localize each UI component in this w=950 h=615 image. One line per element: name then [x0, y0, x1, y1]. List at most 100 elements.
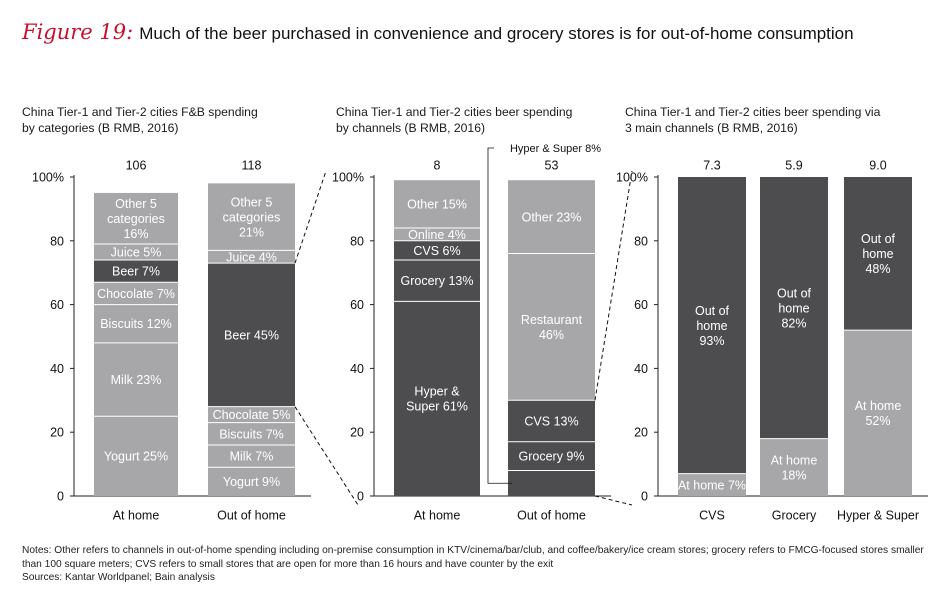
segment-label-3-3-1: At home 52% [855, 399, 902, 428]
bar-segment-1-2-5 [208, 263, 295, 407]
segment-label-2-2-5: Other 23% [522, 210, 582, 224]
category-label-2-2: Out of home [517, 509, 586, 523]
segment-label-3-2-2: Out of home 82% [777, 286, 812, 330]
y-tick-label-3-4: 80 [634, 234, 648, 248]
figure-title: Figure 19: Much of the beer purchased in … [22, 20, 854, 44]
bar-segment-2-1-3 [394, 240, 480, 260]
bar-segment-3-1-2 [678, 177, 746, 474]
bar-total-3-1: 7.3 [703, 159, 720, 173]
bar-segment-1-2-1 [208, 467, 295, 496]
category-label-3-3: Hyper & Super [837, 509, 919, 523]
bar-segment-2-2-5 [508, 180, 595, 254]
bar-segment-2-2-1 [508, 470, 595, 496]
y-tick-label-2-5: 100% [332, 171, 364, 185]
bar-segment-3-2-2 [760, 177, 828, 439]
bar-segment-2-1-2 [394, 259, 480, 302]
category-label-3-2: Grocery [772, 509, 817, 523]
y-tick-label-2-4: 80 [350, 234, 364, 248]
segment-label-2-1-1: Hyper & Super 61% [406, 385, 468, 414]
connector-beer-bottom [294, 406, 359, 506]
callout-label-2-2: Hyper & Super 8% [510, 143, 601, 155]
category-label-3-1: CVS [699, 509, 725, 523]
y-tick-label-2-1: 20 [350, 426, 364, 440]
segment-label-3-1-2: Out of home 93% [695, 304, 730, 348]
segment-label-2-2-2: Grocery 9% [519, 450, 585, 464]
y-tick-label-1-4: 80 [50, 234, 64, 248]
y-tick-label-1-1: 20 [50, 426, 64, 440]
panel-1-title: China Tier-1 and Tier-2 cities F&B spend… [22, 105, 258, 135]
connector-channels-bottom [594, 495, 633, 506]
bar-segment-1-1-6 [94, 243, 178, 260]
bar-total-1-2: 118 [242, 159, 262, 173]
segment-label-2-2-3: CVS 13% [524, 415, 578, 429]
y-tick-label-1-5: 100% [32, 171, 64, 185]
category-label-1-1: At home [113, 509, 160, 523]
segment-label-1-1-7: Other 5 categories 16% [107, 197, 165, 241]
segment-label-1-2-5: Beer 45% [224, 328, 279, 342]
segment-label-2-1-4: Online 4% [408, 228, 466, 242]
panel-3-title: China Tier-1 and Tier-2 cities beer spen… [625, 105, 881, 135]
y-tick-label-1-0: 0 [57, 490, 64, 504]
segment-label-1-1-1: Yogurt 25% [104, 450, 168, 464]
bar-segment-2-1-4 [394, 228, 480, 241]
y-tick-label-1-2: 40 [50, 362, 64, 376]
connector-channels-top [594, 170, 633, 401]
bar-segment-2-2-4 [508, 253, 595, 401]
panel-2-title: China Tier-1 and Tier-2 cities beer spen… [336, 105, 573, 135]
segment-label-1-1-6: Juice 5% [111, 245, 162, 259]
bar-segment-1-2-7 [208, 183, 295, 251]
y-tick-label-3-5: 100% [616, 171, 648, 185]
bar-segment-2-1-5 [394, 180, 480, 229]
y-tick-label-3-2: 40 [634, 362, 648, 376]
bar-segment-1-1-1 [94, 416, 178, 496]
segment-label-1-1-5: Beer 7% [112, 265, 160, 279]
bar-total-1-1: 106 [126, 159, 147, 173]
bar-segment-3-1-1 [678, 473, 746, 496]
bar-segment-3-3-2 [844, 177, 912, 331]
sources-text: Sources: Kantar Worldpanel; Bain analysi… [22, 572, 215, 584]
y-tick-label-2-2: 40 [350, 362, 364, 376]
segment-label-2-1-3: CVS 6% [413, 244, 460, 258]
y-tick-label-3-0: 0 [641, 490, 648, 504]
segment-label-3-2-1: At home 18% [771, 453, 818, 482]
bar-segment-1-1-2 [94, 342, 178, 417]
bar-total-3-3: 9.0 [869, 159, 886, 173]
segment-label-1-2-7: Other 5 categories 21% [223, 195, 281, 239]
bar-total-2-2: 53 [545, 159, 559, 173]
notes-text: Notes: Other refers to channels in out-o… [22, 545, 924, 570]
bar-segment-1-2-2 [208, 444, 295, 468]
bar-total-3-2: 5.9 [785, 159, 802, 173]
bar-segment-2-2-2 [508, 441, 595, 471]
segment-label-2-1-2: Grocery 13% [401, 274, 474, 288]
bar-segment-3-2-1 [760, 438, 828, 496]
bar-total-2-1: 8 [434, 159, 441, 173]
figure-label: Figure 19: [22, 20, 134, 44]
segment-label-1-2-4: Chocolate 5% [213, 408, 291, 422]
category-label-2-1: At home [414, 509, 461, 523]
bar-segment-1-2-6 [208, 250, 295, 264]
bar-segment-1-1-3 [94, 304, 178, 343]
bar-segment-3-3-1 [844, 330, 912, 496]
segment-label-3-3-2: Out of home 48% [861, 232, 896, 276]
segment-label-2-2-4: Restaurant 46% [521, 313, 583, 342]
segment-label-1-2-2: Milk 7% [230, 450, 274, 464]
bar-segment-1-1-5 [94, 259, 178, 283]
connector-beer-top [294, 170, 327, 264]
bar-segment-1-1-7 [94, 192, 178, 244]
y-tick-label-1-3: 60 [50, 298, 64, 312]
bar-segment-1-2-3 [208, 422, 295, 445]
segment-label-1-2-3: Biscuits 7% [219, 427, 284, 441]
segment-label-1-2-1: Yogurt 9% [223, 475, 280, 489]
segment-label-1-1-3: Biscuits 12% [100, 317, 172, 331]
figure-headline: Much of the beer purchased in convenienc… [139, 24, 854, 43]
y-tick-label-2-3: 60 [350, 298, 364, 312]
y-tick-label-2-0: 0 [357, 490, 364, 504]
bar-segment-2-1-1 [394, 301, 480, 496]
callout-line-2-2 [487, 147, 512, 484]
y-tick-label-3-1: 20 [634, 426, 648, 440]
segment-label-2-1-5: Other 15% [407, 198, 467, 212]
segment-label-1-1-2: Milk 23% [111, 373, 162, 387]
bar-segment-1-1-4 [94, 282, 178, 305]
segment-label-3-1-1: At home 7% [678, 478, 746, 492]
